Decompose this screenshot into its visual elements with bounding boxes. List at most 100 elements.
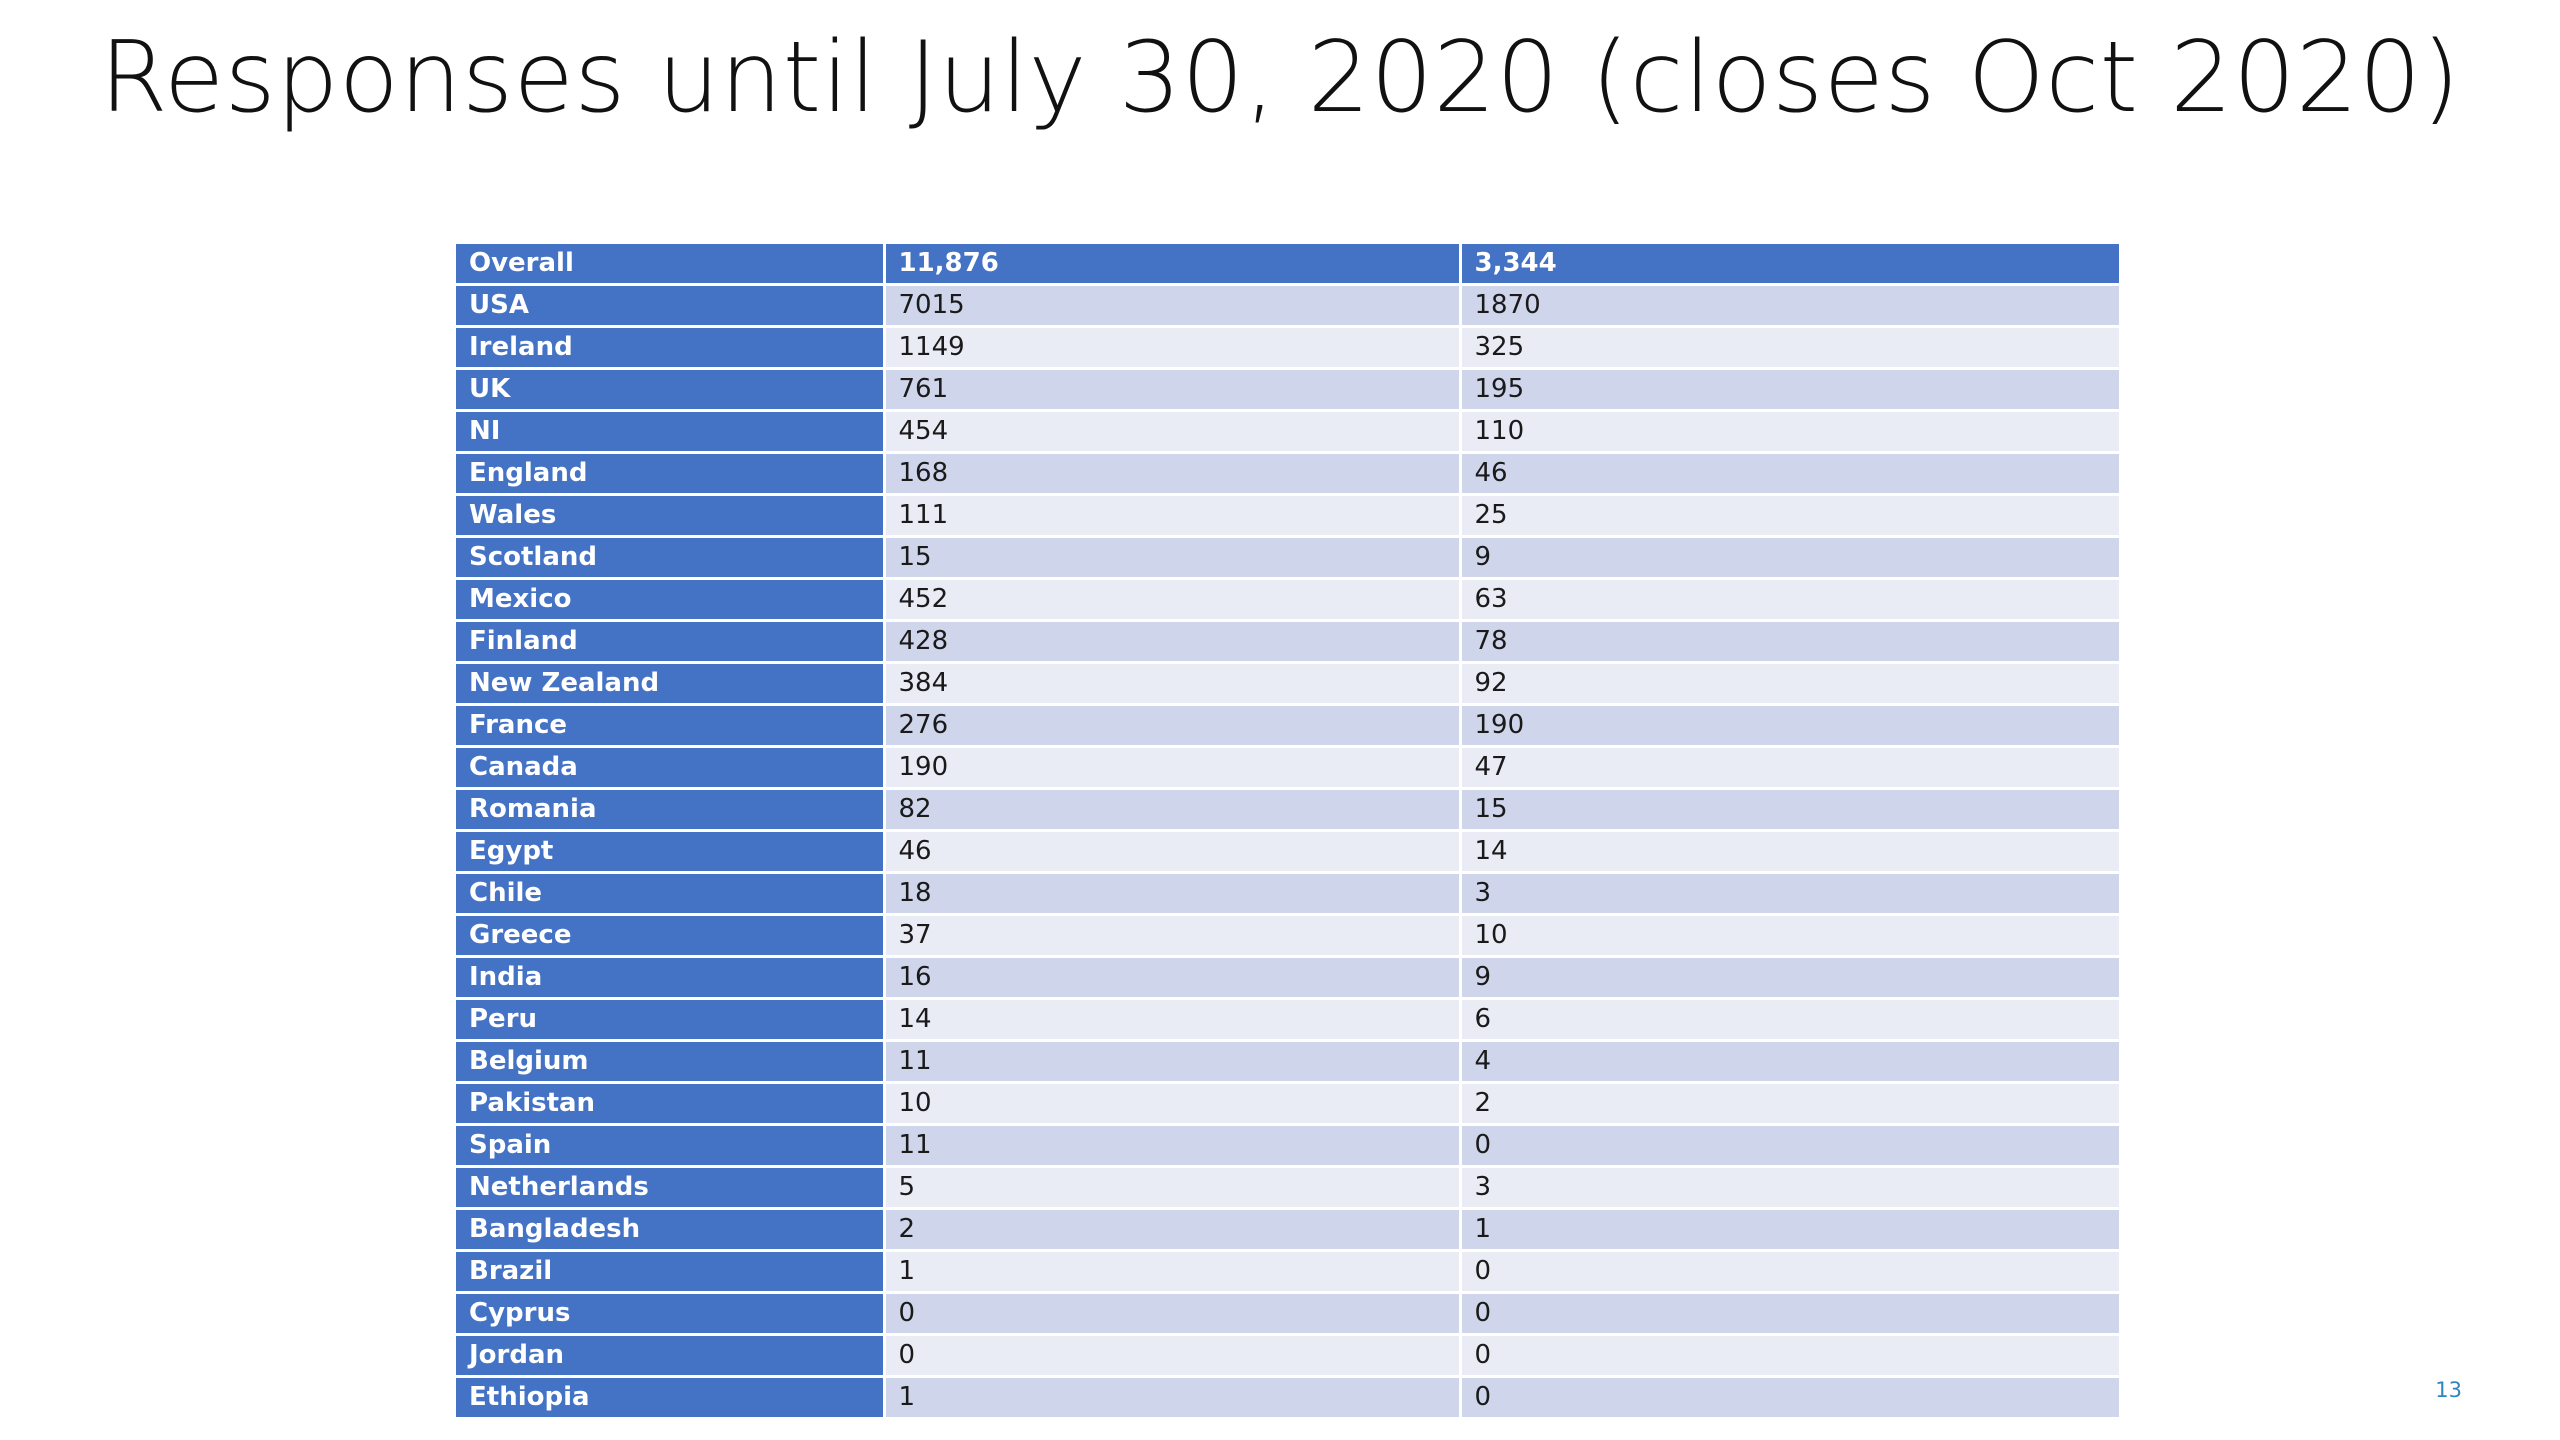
value-cell-1: 1149 (884, 326, 1462, 370)
value-cell-1: 37 (884, 914, 1462, 958)
value-cell-1: 18 (884, 872, 1462, 916)
page-number: 13 (2435, 1378, 2462, 1402)
table-row: Netherlands 5 3 (456, 1166, 2122, 1210)
value-cell-2: 15 (1460, 788, 2122, 832)
table-row: UK 761 195 (456, 368, 2122, 412)
country-cell: NI (456, 410, 886, 454)
value-cell-2: 78 (1460, 620, 2122, 664)
table-body: Overall 11,876 3,344 USA 7015 1870 Ireland 1… (456, 244, 2122, 1420)
value-cell-1: 168 (884, 452, 1462, 496)
value-cell-1: 1 (884, 1376, 1462, 1420)
value-cell-2: 195 (1460, 368, 2122, 412)
value-cell-1: 428 (884, 620, 1462, 664)
country-cell: Ireland (456, 326, 886, 370)
value-cell-2: 2 (1460, 1082, 2122, 1126)
table-row: Brazil 1 0 (456, 1250, 2122, 1294)
table-row: Ireland 1149 325 (456, 326, 2122, 370)
value-cell-2: 0 (1460, 1376, 2122, 1420)
table-row: USA 7015 1870 (456, 284, 2122, 328)
value-cell-2: 1 (1460, 1208, 2122, 1252)
value-cell-2: 6 (1460, 998, 2122, 1042)
country-cell: Pakistan (456, 1082, 886, 1126)
slide-title: Responses until July 30, 2020 (closes Oc… (99, 21, 2461, 135)
value-cell-1: 7015 (884, 284, 1462, 328)
value-cell-2: 92 (1460, 662, 2122, 706)
value-cell-1: 190 (884, 746, 1462, 790)
table-row: Jordan 0 0 (456, 1334, 2122, 1378)
value-cell-2: 10 (1460, 914, 2122, 958)
responses-table-container: Overall 11,876 3,344 USA 7015 1870 Ireland 1… (456, 244, 2122, 1420)
value-cell-1: 1 (884, 1250, 1462, 1294)
responses-table: Overall 11,876 3,344 USA 7015 1870 Ireland 1… (456, 244, 2122, 1420)
value-cell-2: 9 (1460, 956, 2122, 1000)
value-cell-1: 454 (884, 410, 1462, 454)
table-row: Chile 18 3 (456, 872, 2122, 916)
header-value-cell-1: 11,876 (884, 244, 1462, 286)
value-cell-2: 0 (1460, 1292, 2122, 1336)
value-cell-1: 82 (884, 788, 1462, 832)
table-row: Peru 14 6 (456, 998, 2122, 1042)
country-cell: Peru (456, 998, 886, 1042)
value-cell-2: 110 (1460, 410, 2122, 454)
country-cell: Netherlands (456, 1166, 886, 1210)
country-cell: Egypt (456, 830, 886, 874)
value-cell-2: 46 (1460, 452, 2122, 496)
table-row: Romania 82 15 (456, 788, 2122, 832)
table-row: Wales 111 25 (456, 494, 2122, 538)
value-cell-1: 111 (884, 494, 1462, 538)
value-cell-1: 10 (884, 1082, 1462, 1126)
table-row: India 16 9 (456, 956, 2122, 1000)
table-header-row: Overall 11,876 3,344 (456, 244, 2122, 286)
table-row: Spain 11 0 (456, 1124, 2122, 1168)
table-row: Scotland 15 9 (456, 536, 2122, 580)
value-cell-2: 14 (1460, 830, 2122, 874)
table-row: Greece 37 10 (456, 914, 2122, 958)
table-row: NI 454 110 (456, 410, 2122, 454)
value-cell-2: 25 (1460, 494, 2122, 538)
value-cell-1: 15 (884, 536, 1462, 580)
value-cell-1: 2 (884, 1208, 1462, 1252)
value-cell-2: 47 (1460, 746, 2122, 790)
value-cell-2: 9 (1460, 536, 2122, 580)
table-row: Mexico 452 63 (456, 578, 2122, 622)
country-cell: Canada (456, 746, 886, 790)
country-cell: Romania (456, 788, 886, 832)
table-row: Egypt 46 14 (456, 830, 2122, 874)
value-cell-2: 4 (1460, 1040, 2122, 1084)
value-cell-1: 11 (884, 1124, 1462, 1168)
table-row: Finland 428 78 (456, 620, 2122, 664)
country-cell: Cyprus (456, 1292, 886, 1336)
value-cell-1: 14 (884, 998, 1462, 1042)
country-cell: USA (456, 284, 886, 328)
table-row: Ethiopia 1 0 (456, 1376, 2122, 1420)
value-cell-2: 63 (1460, 578, 2122, 622)
value-cell-1: 0 (884, 1292, 1462, 1336)
country-cell: England (456, 452, 886, 496)
value-cell-1: 11 (884, 1040, 1462, 1084)
value-cell-2: 190 (1460, 704, 2122, 748)
value-cell-2: 3 (1460, 872, 2122, 916)
value-cell-1: 452 (884, 578, 1462, 622)
table-row: Belgium 11 4 (456, 1040, 2122, 1084)
table-row: Pakistan 10 2 (456, 1082, 2122, 1126)
country-cell: New Zealand (456, 662, 886, 706)
value-cell-2: 0 (1460, 1124, 2122, 1168)
value-cell-1: 0 (884, 1334, 1462, 1378)
value-cell-2: 3 (1460, 1166, 2122, 1210)
country-cell: France (456, 704, 886, 748)
value-cell-1: 16 (884, 956, 1462, 1000)
country-cell: Wales (456, 494, 886, 538)
country-cell: Chile (456, 872, 886, 916)
header-label-cell: Overall (456, 244, 886, 286)
country-cell: UK (456, 368, 886, 412)
country-cell: Scotland (456, 536, 886, 580)
table-row: France 276 190 (456, 704, 2122, 748)
country-cell: Brazil (456, 1250, 886, 1294)
country-cell: Spain (456, 1124, 886, 1168)
country-cell: Jordan (456, 1334, 886, 1378)
value-cell-1: 384 (884, 662, 1462, 706)
value-cell-2: 325 (1460, 326, 2122, 370)
value-cell-1: 5 (884, 1166, 1462, 1210)
table-row: England 168 46 (456, 452, 2122, 496)
